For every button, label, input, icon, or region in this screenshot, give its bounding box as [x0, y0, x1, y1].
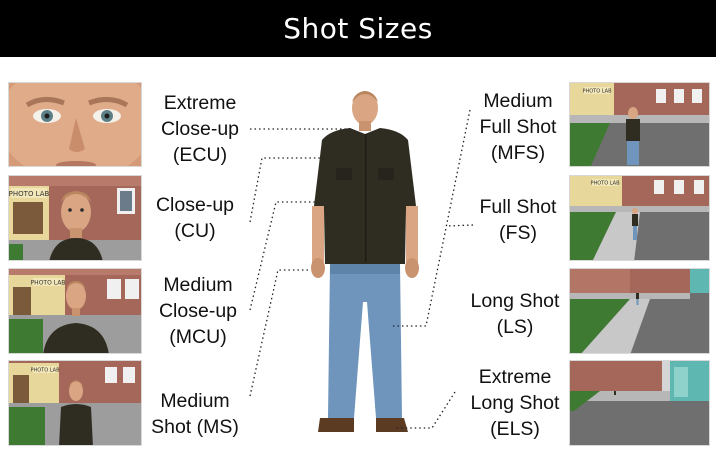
- els-thumbnail: [569, 360, 710, 446]
- cu-scene-image: PHOTO LAB: [9, 176, 141, 260]
- ecu-face-image: [9, 83, 141, 166]
- ecu-thumbnail: [8, 82, 142, 167]
- mcu-sign-text: PHOTO LAB: [31, 280, 66, 287]
- ls-label: Long Shot (LS): [470, 290, 560, 338]
- full-body-figure: [311, 91, 419, 432]
- ls-thumbnail: [569, 268, 710, 354]
- fs-sign-text: PHOTO LAB: [590, 181, 620, 187]
- cu-thumbnail: PHOTO LAB: [8, 175, 142, 261]
- mfs-sign-text: PHOTO LAB: [582, 89, 612, 95]
- mcu-thumbnail: PHOTO LAB: [8, 268, 142, 354]
- cu-label: Close-up (CU): [155, 194, 235, 242]
- mfs-label: Medium Full Shot (MFS): [479, 90, 557, 164]
- cu-sign-text: PHOTO LAB: [9, 190, 50, 198]
- ms-scene-image: PHOTO LAB: [9, 361, 141, 445]
- ls-scene-image: [570, 269, 709, 353]
- ms-sign-text: PHOTO LAB: [30, 368, 60, 374]
- fs-thumbnail: PHOTO LAB: [569, 175, 710, 261]
- els-label: Extreme Long Shot (ELS): [470, 366, 560, 440]
- els-scene-image: [570, 361, 709, 445]
- mcu-label: Medium Close-up (MCU): [158, 274, 238, 348]
- mcu-scene-image: PHOTO LAB: [9, 269, 141, 353]
- mfs-thumbnail: PHOTO LAB: [569, 82, 710, 167]
- mfs-scene-image: PHOTO LAB: [570, 83, 709, 166]
- ms-label: Medium Shot (MS): [151, 390, 239, 438]
- ecu-label: Extreme Close-up (ECU): [160, 92, 240, 166]
- page-title: Shot Sizes: [283, 12, 433, 45]
- title-bar: Shot Sizes: [0, 0, 716, 57]
- fs-label: Full Shot (FS): [479, 196, 557, 244]
- ms-thumbnail: PHOTO LAB: [8, 360, 142, 446]
- fs-scene-image: PHOTO LAB: [570, 176, 709, 260]
